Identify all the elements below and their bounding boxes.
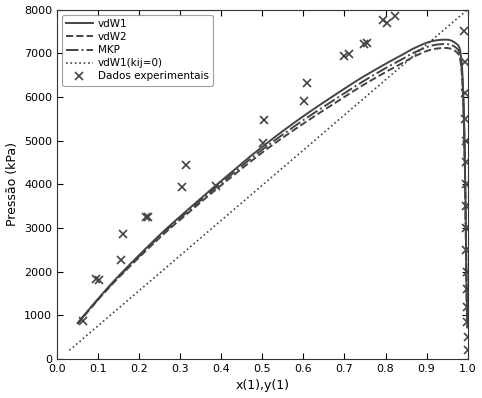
MKP — [285, 128, 291, 133]
Dados experimentais — [80, 318, 85, 323]
Dados experimentais — [143, 215, 149, 220]
Legend: vdW1, vdW2, MKP, vdW1(kij=0), Dados experimentais: vdW1, vdW2, MKP, vdW1(kij=0), Dados expe… — [62, 15, 213, 86]
vdW2 — [260, 150, 266, 154]
X-axis label: x(1),y(1): x(1),y(1) — [235, 379, 289, 392]
vdW1 — [464, 322, 470, 326]
Y-axis label: Pressão (kPa): Pressão (kPa) — [6, 142, 18, 226]
Line: Dados experimentais: Dados experimentais — [79, 12, 399, 324]
Dados experimentais — [93, 276, 99, 281]
MKP — [456, 48, 462, 53]
vdW2 — [442, 45, 447, 50]
vdW2 — [456, 52, 462, 57]
Line: MKP: MKP — [78, 44, 467, 327]
Dados experimentais — [179, 185, 185, 190]
MKP — [260, 147, 266, 152]
Dados experimentais — [260, 140, 266, 145]
Dados experimentais — [304, 80, 309, 85]
Line: vdW2: vdW2 — [78, 48, 467, 328]
Dados experimentais — [346, 52, 351, 57]
Dados experimentais — [392, 14, 398, 18]
Dados experimentais — [146, 214, 151, 219]
Dados experimentais — [341, 53, 347, 58]
Dados experimentais — [183, 162, 188, 167]
Dados experimentais — [118, 258, 123, 263]
vdW1 — [285, 125, 291, 129]
Dados experimentais — [384, 20, 390, 25]
MKP — [394, 60, 400, 64]
MKP — [262, 145, 268, 150]
vdW1 — [75, 321, 80, 326]
Dados experimentais — [262, 117, 268, 122]
vdW1 — [307, 109, 312, 114]
Dados experimentais — [120, 231, 126, 236]
vdW2 — [307, 117, 312, 122]
vdW2 — [394, 64, 400, 68]
Dados experimentais — [362, 42, 367, 47]
Dados experimentais — [301, 99, 307, 104]
MKP — [307, 113, 312, 118]
vdW1 — [260, 144, 266, 149]
vdW1 — [456, 43, 462, 48]
MKP — [442, 42, 447, 47]
vdW1 — [394, 55, 400, 60]
Dados experimentais — [213, 184, 219, 189]
Dados experimentais — [380, 18, 386, 22]
vdW2 — [285, 131, 291, 136]
MKP — [464, 325, 470, 330]
vdW2 — [464, 326, 470, 331]
vdW1 — [442, 37, 448, 42]
Line: vdW1: vdW1 — [78, 40, 467, 324]
vdW2 — [75, 321, 80, 326]
MKP — [75, 321, 80, 326]
vdW1 — [262, 142, 268, 147]
vdW2 — [262, 148, 268, 153]
Dados experimentais — [364, 40, 370, 45]
Dados experimentais — [96, 278, 102, 283]
